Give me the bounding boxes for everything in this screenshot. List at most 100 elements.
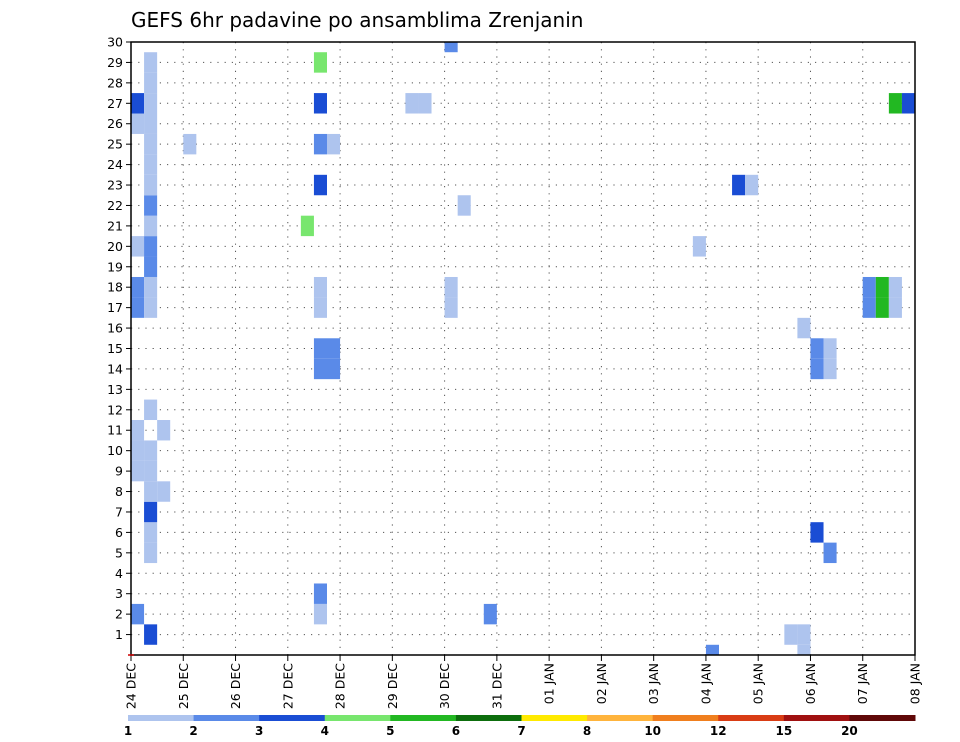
colorbar-segment: [587, 715, 654, 721]
precip-cell: [901, 93, 915, 114]
y-tick-label: 21: [107, 218, 123, 233]
precip-cell: [327, 133, 341, 155]
x-tick-label: 26 DEC: [228, 663, 243, 709]
precip-cell: [144, 236, 158, 257]
precipitation-cells: [131, 42, 915, 655]
colorbar-label: 20: [841, 724, 858, 738]
precip-cell: [327, 338, 341, 359]
precip-cell: [131, 236, 145, 257]
precip-cell: [131, 603, 145, 625]
precip-cell: [418, 93, 432, 114]
precip-cell: [732, 174, 746, 196]
colorbar-segment: [324, 715, 391, 721]
x-tick-label: 01 JAN: [542, 663, 557, 704]
precip-cell: [144, 481, 158, 502]
x-tick-label: 04 JAN: [698, 663, 713, 704]
colorbar-segment: [455, 715, 522, 721]
colorbar-segment: [652, 715, 719, 721]
x-axis: 24 DEC 25 DEC 26 DEC 27 DEC 28 DEC 29 DEC 30 D…: [124, 654, 923, 709]
precip-cell: [144, 52, 158, 73]
y-tick-label: 18: [107, 280, 123, 295]
y-tick-label: 3: [115, 586, 123, 601]
precip-cell: [313, 583, 327, 604]
y-tick-label: 17: [107, 300, 123, 315]
precip-cell: [144, 522, 158, 543]
precip-cell: [183, 133, 197, 155]
colorbar-label: 2: [189, 724, 197, 738]
colorbar-label: 12: [710, 724, 727, 738]
precip-cell: [810, 522, 824, 543]
precip-cell: [405, 93, 419, 114]
precip-cell: [810, 358, 824, 380]
y-tick-label: 14: [107, 361, 123, 376]
precip-cell: [745, 174, 759, 196]
precip-cell: [144, 276, 158, 298]
precip-cell: [313, 276, 327, 298]
y-tick-label: 6: [115, 525, 123, 540]
x-tick-label: 02 JAN: [594, 663, 609, 704]
precip-cell: [313, 338, 327, 359]
precip-cell: [784, 624, 798, 645]
y-tick-label: 7: [115, 504, 123, 519]
y-tick-label: 24: [107, 157, 123, 172]
precip-cell: [144, 440, 158, 461]
colorbar-segment: [718, 715, 785, 721]
precip-cell: [131, 460, 145, 482]
precip-cell: [144, 174, 158, 196]
precip-cell: [131, 113, 145, 134]
y-tick-label: 11: [107, 423, 123, 438]
x-tick-label: 05 JAN: [751, 663, 766, 704]
precip-cell: [144, 501, 158, 523]
precip-cell: [823, 542, 837, 564]
precip-cell: [131, 440, 145, 461]
precip-cell: [888, 93, 902, 114]
precip-cell: [157, 481, 171, 502]
y-axis: 1234567891011121314151617181920212223242…: [107, 35, 131, 642]
precip-cell: [144, 154, 158, 175]
colorbar-segment: [193, 715, 260, 721]
y-tick-label: 26: [107, 116, 123, 131]
precip-cell: [313, 93, 327, 114]
precip-cell: [483, 603, 497, 625]
precip-cell: [144, 399, 158, 421]
colorbar-segment: [849, 715, 916, 721]
y-tick-label: 29: [107, 55, 123, 70]
precip-cell: [157, 420, 171, 441]
colorbar-label: 10: [644, 724, 661, 738]
precip-cell: [797, 624, 811, 645]
colorbar: 1 2 3 4 5 6 7 8 10 12 15 20: [124, 715, 916, 738]
y-tick-label: 5: [115, 545, 123, 560]
y-tick-label: 30: [107, 35, 123, 50]
x-tick-label: 08 JAN: [908, 663, 923, 704]
precip-cell: [144, 113, 158, 134]
precip-cell: [144, 256, 158, 277]
y-tick-label: 19: [107, 259, 123, 274]
x-tick-label: 27 DEC: [280, 663, 295, 709]
precip-cell: [823, 338, 837, 359]
precip-cell: [313, 133, 327, 155]
precip-cell: [313, 52, 327, 73]
precip-cell: [313, 603, 327, 625]
colorbar-label: 15: [775, 724, 792, 738]
precip-cell: [444, 297, 458, 318]
precip-cell: [144, 133, 158, 155]
colorbar-label: 8: [583, 724, 591, 738]
x-tick-label: 30 DEC: [437, 663, 452, 709]
y-tick-label: 28: [107, 75, 123, 90]
x-tick-label: 29 DEC: [385, 663, 400, 709]
plot-frame: [130, 41, 916, 656]
precip-cell: [313, 358, 327, 380]
precip-cell: [862, 297, 876, 318]
precip-cell: [444, 276, 458, 298]
precip-cell: [457, 195, 471, 216]
precip-cell: [144, 460, 158, 482]
y-tick-label: 2: [115, 607, 123, 622]
x-tick-label: 28 DEC: [333, 663, 348, 709]
x-tick-label: 25 DEC: [176, 663, 191, 709]
y-tick-label: 4: [115, 566, 123, 581]
x-tick-label: 24 DEC: [124, 663, 139, 709]
chart-title: GEFS 6hr padavine po ansamblima Zrenjani…: [131, 8, 583, 32]
y-tick-label: 8: [115, 484, 123, 499]
colorbar-segment: [783, 715, 850, 721]
